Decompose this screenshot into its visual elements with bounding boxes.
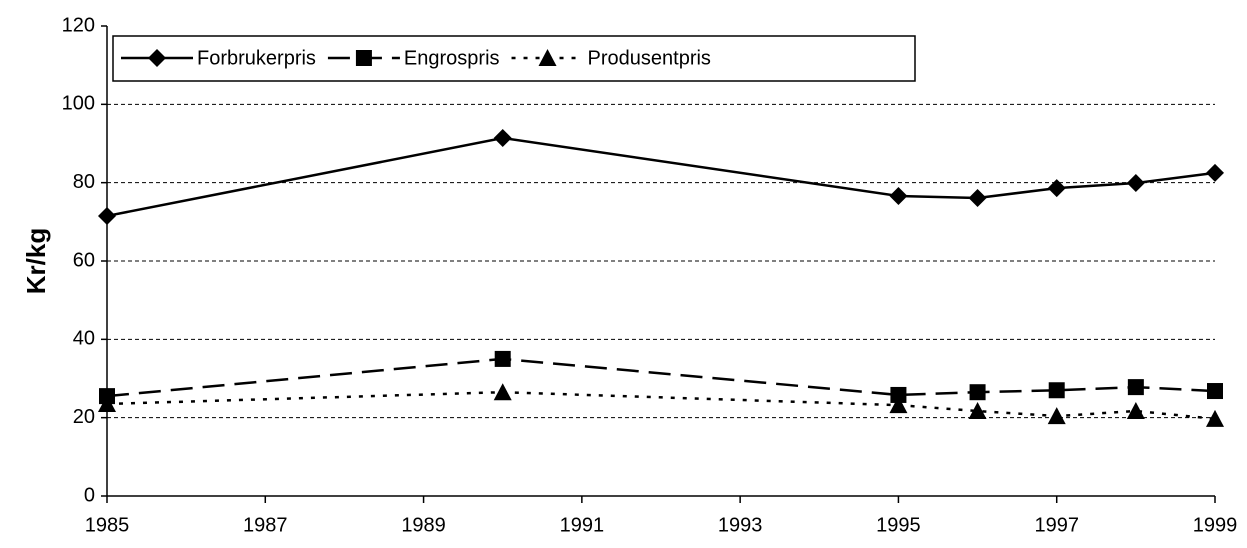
- marker: [969, 384, 986, 401]
- y-tick-label: 40: [73, 328, 95, 350]
- x-tick-label: 1987: [243, 514, 288, 536]
- x-tick-label: 1989: [401, 514, 446, 536]
- marker: [889, 396, 908, 414]
- marker: [1126, 402, 1145, 420]
- marker: [98, 394, 116, 412]
- x-tick-label: 1997: [1034, 514, 1079, 536]
- marker: [890, 386, 907, 403]
- marker: [494, 350, 511, 367]
- marker: [1047, 179, 1066, 198]
- marker: [538, 49, 557, 66]
- legend-label: Produsentpris: [588, 47, 711, 69]
- y-tick-label: 80: [73, 171, 95, 193]
- marker: [1206, 409, 1224, 427]
- marker: [148, 49, 166, 67]
- marker: [1047, 407, 1066, 425]
- legend-label: Forbrukerpris: [197, 47, 316, 69]
- x-tick-label: 1993: [718, 514, 763, 536]
- marker: [1126, 174, 1145, 193]
- y-tick-label: 120: [62, 14, 95, 36]
- y-tick-label: 100: [62, 93, 95, 115]
- x-tick-label: 1995: [876, 514, 921, 536]
- marker: [98, 206, 116, 225]
- marker: [968, 188, 987, 207]
- series-line: [106, 136, 1216, 218]
- y-tick-label: 60: [73, 249, 95, 271]
- legend: Forbrukerpris Engrospris Produsentpris: [112, 35, 916, 82]
- marker: [1206, 163, 1224, 182]
- marker: [1048, 382, 1065, 399]
- marker: [968, 402, 987, 420]
- marker: [1127, 379, 1144, 396]
- x-tick-label: 1985: [85, 514, 130, 536]
- y-axis-label: Kr/kg: [21, 228, 51, 294]
- y-tick-label: 0: [84, 484, 95, 506]
- marker: [889, 186, 908, 205]
- marker: [493, 129, 512, 148]
- legend-label: Engrospris: [404, 47, 500, 69]
- x-tick-label: 1999: [1193, 514, 1238, 536]
- x-tick-label: 1991: [560, 514, 605, 536]
- marker: [355, 50, 372, 66]
- marker: [1207, 383, 1223, 400]
- marker: [493, 383, 512, 401]
- y-tick-label: 20: [73, 406, 95, 428]
